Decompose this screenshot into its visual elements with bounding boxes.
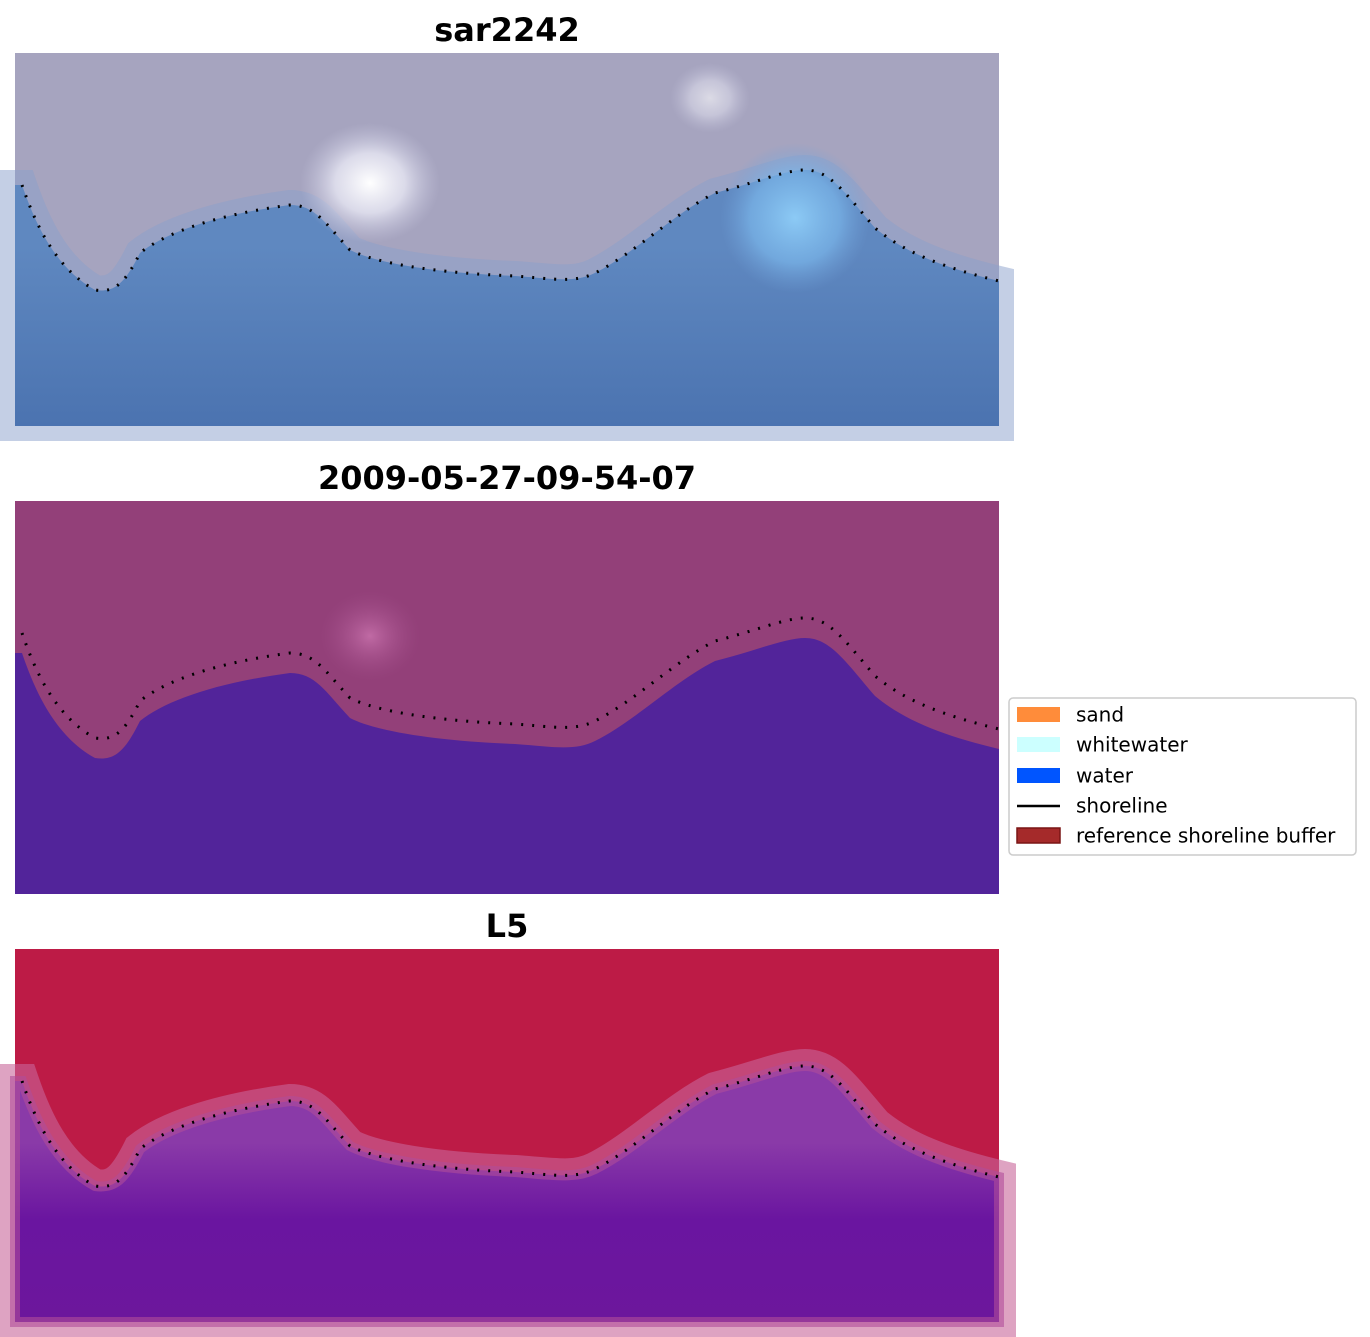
legend-label: reference shoreline buffer (1076, 824, 1336, 848)
legend-swatch (1017, 768, 1060, 783)
panel-title: L5 (486, 907, 529, 945)
panel-title: sar2242 (434, 11, 579, 49)
legend-label: shoreline (1076, 794, 1168, 818)
legend-swatch (1016, 827, 1061, 844)
legend: sand whitewater water shoreline referenc… (1008, 697, 1357, 856)
legend-swatch (1017, 737, 1060, 752)
panel-title: 2009-05-27-09-54-07 (318, 459, 696, 497)
image-panel (15, 949, 999, 1322)
image-panel (15, 501, 1001, 894)
legend-label: sand (1076, 703, 1124, 727)
legend-swatch (1017, 707, 1060, 722)
legend-label: water (1076, 764, 1134, 788)
legend-label: whitewater (1076, 733, 1188, 757)
image-panel (15, 53, 999, 426)
